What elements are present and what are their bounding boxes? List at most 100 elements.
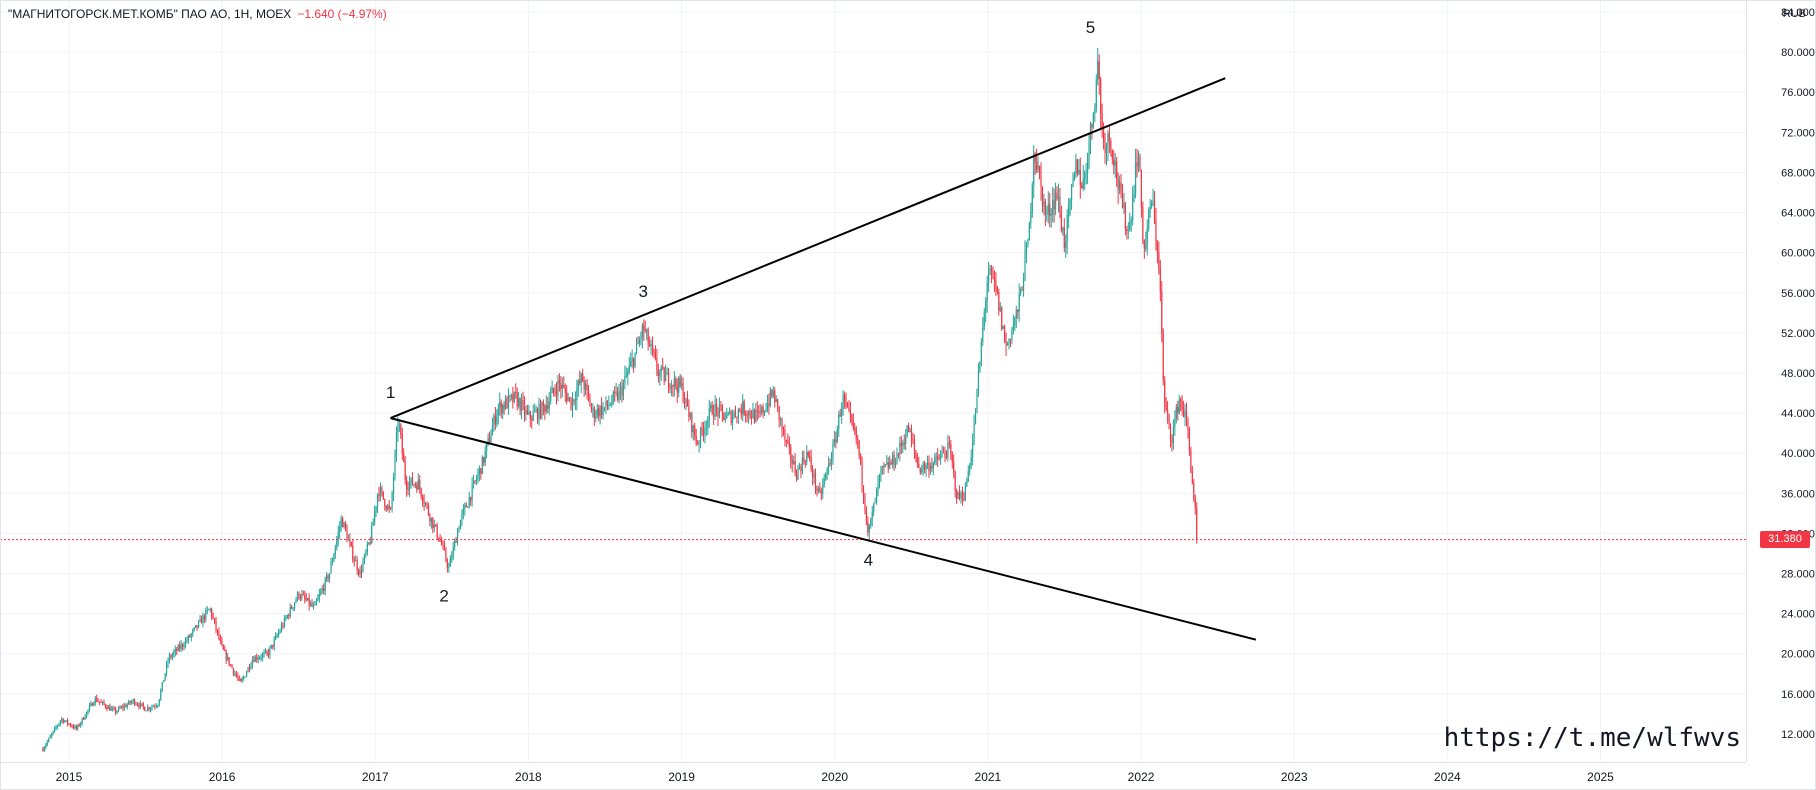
candle-body — [670, 384, 673, 389]
price-axis[interactable] — [1746, 0, 1816, 790]
candle-body — [536, 409, 539, 420]
candle-body — [91, 703, 93, 706]
candle-body — [426, 503, 428, 506]
candle-body — [803, 457, 805, 462]
candle-body — [49, 736, 51, 739]
candle-body — [849, 410, 852, 415]
candle-body — [93, 703, 95, 706]
candle-body — [286, 615, 288, 618]
candle-body — [932, 463, 934, 469]
candle-body — [343, 522, 345, 528]
x-tick-label: 2020 — [821, 770, 848, 784]
candle-body — [944, 452, 946, 456]
candle-body — [301, 594, 303, 599]
candle-body — [1068, 204, 1070, 215]
candle-body — [163, 680, 165, 683]
candle-body — [976, 389, 978, 413]
candle-body — [897, 454, 900, 456]
y-tick-label: 56.000 — [1781, 288, 1815, 300]
candle-body — [980, 341, 982, 362]
candle-body — [211, 608, 213, 617]
candle-body — [825, 473, 827, 479]
candle-body — [659, 372, 661, 377]
candle-body — [864, 497, 866, 511]
candle-body — [110, 708, 112, 711]
candle-body — [401, 434, 403, 454]
candle-body — [977, 370, 980, 390]
candle-body — [248, 667, 251, 669]
candle-body — [694, 425, 696, 437]
candle-body — [65, 720, 67, 722]
candle-body — [432, 517, 434, 528]
candle-body — [996, 286, 998, 293]
candle-body — [496, 415, 498, 424]
candle-body — [743, 401, 745, 415]
candle-body — [499, 401, 501, 408]
candle-body — [216, 629, 219, 632]
candle-body — [477, 473, 479, 480]
y-tick-label: 72.000 — [1781, 127, 1815, 139]
candle-body — [1056, 192, 1058, 199]
candle-body — [782, 428, 785, 430]
candle-body — [253, 660, 255, 662]
candle-body — [957, 492, 959, 499]
candle-body — [1181, 401, 1183, 410]
candle-body — [202, 615, 204, 624]
candle-body — [80, 722, 82, 726]
x-tick-label: 2024 — [1434, 770, 1461, 784]
candle-body — [523, 402, 526, 415]
candle-body — [1073, 175, 1076, 180]
candle-body — [291, 606, 293, 609]
candle-body — [605, 400, 607, 408]
candle-body — [945, 455, 948, 458]
candle-body — [327, 575, 329, 580]
candle-body — [219, 638, 221, 641]
candle-body — [532, 411, 534, 421]
candle-body — [852, 421, 854, 428]
candle-body — [422, 496, 424, 502]
candle-body — [275, 635, 277, 640]
candle-body — [1036, 161, 1038, 170]
candle-body — [579, 380, 581, 383]
candle-body — [424, 503, 427, 505]
candle-body — [360, 570, 363, 572]
candle-body — [790, 446, 792, 461]
candle-body — [379, 487, 382, 496]
candle-body — [1130, 220, 1132, 222]
candle-body — [889, 462, 891, 469]
candle-body — [859, 455, 862, 462]
candle-body — [459, 520, 462, 530]
candle-body — [324, 578, 326, 591]
candle-body — [983, 311, 985, 327]
candle-body — [430, 517, 432, 522]
candle-body — [74, 726, 76, 729]
candle-body — [878, 474, 881, 484]
candle-body — [75, 726, 77, 729]
candle-body — [1052, 200, 1054, 215]
x-tick-label: 2015 — [56, 770, 83, 784]
candle-body — [662, 366, 664, 369]
time-axis[interactable]: 2015 2016 2017 2018 2019 2020 2021 2022 2023 2024… — [56, 770, 1615, 784]
candle-body — [155, 706, 157, 708]
candle-body — [269, 647, 271, 656]
candle-body — [161, 682, 163, 691]
candle-body — [651, 343, 654, 351]
candle-body — [238, 678, 240, 680]
candle-body — [42, 748, 44, 751]
candle-body — [288, 615, 290, 617]
trendlines[interactable] — [390, 77, 1257, 641]
candle-body — [947, 442, 949, 458]
candle-body — [1105, 145, 1108, 153]
symbol-header[interactable]: "МАГНИТОГОРСК.МЕТ.КОМБ" ПАО АО, 1Н, MOEX… — [8, 7, 387, 21]
candle-body — [81, 717, 83, 723]
candle-body — [1094, 107, 1096, 114]
candle-body — [1065, 241, 1067, 248]
candle-body — [951, 453, 953, 463]
candle-body — [440, 540, 443, 545]
candle-body — [739, 409, 741, 412]
candle-body — [682, 383, 684, 402]
candle-body — [215, 620, 217, 630]
candle-body — [85, 711, 88, 718]
candle-body — [903, 442, 905, 444]
